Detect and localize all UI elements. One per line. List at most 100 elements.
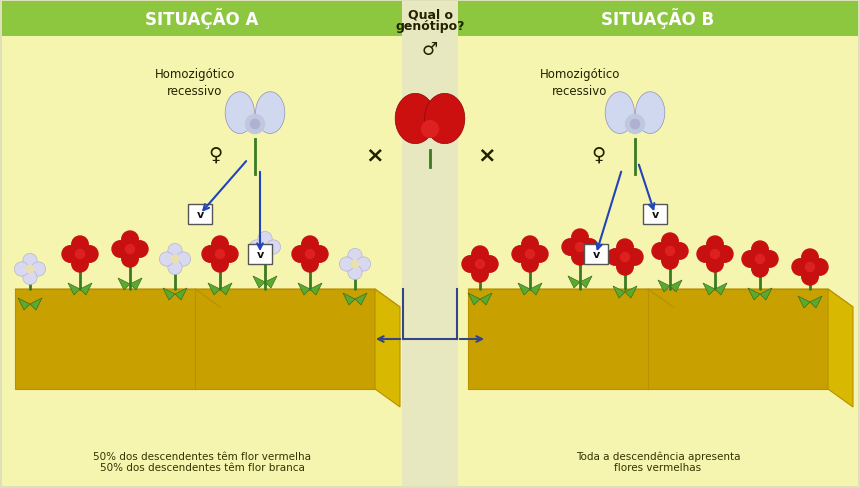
Circle shape [305, 250, 315, 259]
Circle shape [126, 245, 134, 254]
Polygon shape [355, 293, 367, 305]
Circle shape [76, 250, 84, 259]
Polygon shape [810, 296, 822, 308]
Circle shape [630, 120, 640, 129]
Polygon shape [30, 298, 42, 310]
Polygon shape [798, 296, 810, 308]
Circle shape [812, 259, 828, 276]
Circle shape [171, 256, 179, 264]
Polygon shape [68, 284, 80, 295]
Circle shape [472, 246, 488, 263]
Text: Qual o: Qual o [408, 8, 452, 21]
Polygon shape [605, 93, 635, 134]
Circle shape [302, 237, 318, 253]
Circle shape [23, 254, 37, 268]
Circle shape [710, 250, 720, 259]
Circle shape [249, 241, 264, 255]
Polygon shape [480, 293, 492, 305]
Polygon shape [580, 276, 592, 288]
Polygon shape [828, 289, 853, 407]
Circle shape [71, 256, 89, 272]
Polygon shape [748, 288, 760, 301]
Circle shape [562, 239, 579, 256]
Circle shape [212, 256, 228, 272]
Text: 50% dos descendentes têm flor branca: 50% dos descendentes têm flor branca [100, 462, 304, 472]
Text: ×: × [477, 145, 496, 164]
Circle shape [472, 266, 488, 283]
Circle shape [752, 261, 768, 278]
Polygon shape [130, 279, 142, 290]
Polygon shape [396, 94, 435, 144]
Circle shape [132, 241, 148, 258]
Circle shape [707, 237, 723, 253]
Circle shape [356, 257, 371, 272]
Text: SITUAÇÃO A: SITUAÇÃO A [145, 8, 259, 29]
Circle shape [340, 257, 353, 272]
Polygon shape [18, 298, 30, 310]
Polygon shape [15, 289, 375, 389]
Circle shape [761, 251, 778, 268]
Bar [458, 2, 858, 486]
Polygon shape [298, 284, 310, 295]
FancyBboxPatch shape [188, 204, 212, 224]
Polygon shape [568, 276, 580, 288]
Circle shape [26, 265, 34, 273]
Circle shape [311, 246, 328, 263]
Circle shape [525, 250, 535, 259]
Polygon shape [625, 286, 637, 298]
Circle shape [351, 261, 359, 268]
Circle shape [482, 256, 498, 273]
Circle shape [122, 251, 138, 267]
Circle shape [222, 246, 238, 263]
Text: flores vermelhas: flores vermelhas [614, 462, 702, 472]
Circle shape [258, 249, 272, 263]
Circle shape [23, 271, 37, 285]
Text: Homozigótico
recessivo: Homozigótico recessivo [540, 68, 620, 98]
Circle shape [71, 237, 89, 253]
Bar [2, 2, 402, 486]
Polygon shape [175, 288, 187, 301]
Polygon shape [375, 289, 400, 407]
Circle shape [697, 246, 714, 263]
Circle shape [159, 252, 174, 266]
Polygon shape [468, 293, 480, 305]
Circle shape [292, 246, 309, 263]
Text: ♂: ♂ [422, 41, 438, 59]
Circle shape [802, 249, 818, 266]
Circle shape [652, 243, 668, 260]
Polygon shape [310, 284, 322, 295]
Circle shape [625, 115, 644, 134]
Polygon shape [255, 93, 285, 134]
Polygon shape [715, 284, 727, 295]
Polygon shape [208, 284, 220, 295]
Circle shape [122, 231, 138, 248]
Circle shape [245, 115, 265, 134]
Circle shape [522, 237, 538, 253]
Circle shape [302, 256, 318, 272]
Text: ♀: ♀ [591, 145, 605, 164]
Polygon shape [225, 93, 255, 134]
Circle shape [752, 242, 768, 258]
Circle shape [476, 260, 484, 269]
Circle shape [421, 122, 439, 138]
Polygon shape [530, 284, 542, 295]
FancyBboxPatch shape [643, 204, 667, 224]
Circle shape [347, 266, 362, 280]
Circle shape [672, 243, 688, 260]
Circle shape [755, 255, 765, 264]
Circle shape [512, 246, 529, 263]
Polygon shape [163, 288, 175, 301]
Polygon shape [468, 289, 853, 307]
Circle shape [621, 253, 630, 262]
Polygon shape [343, 293, 355, 305]
Circle shape [666, 247, 674, 256]
Circle shape [62, 246, 78, 263]
Circle shape [462, 256, 478, 273]
Text: 50% dos descendentes têm flor vermelha: 50% dos descendentes têm flor vermelha [93, 451, 311, 461]
Text: ×: × [366, 145, 384, 164]
Circle shape [617, 240, 633, 256]
Circle shape [572, 249, 588, 265]
Bar [2, 2, 402, 37]
FancyBboxPatch shape [584, 244, 608, 264]
Circle shape [572, 229, 588, 246]
